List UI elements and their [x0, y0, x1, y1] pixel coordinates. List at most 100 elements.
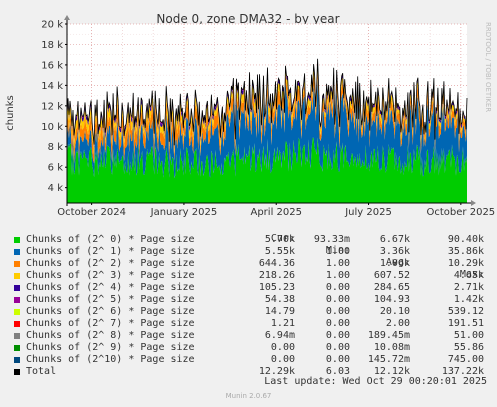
legend-max: 191.51: [447, 318, 484, 329]
legend-cur: 6.94m: [264, 330, 295, 341]
legend-max: 2.71k: [453, 282, 484, 293]
legend-cur: 14.79: [264, 306, 295, 317]
legend-swatch: [14, 345, 20, 351]
last-update: Last update: Wed Oct 29 00:20:01 2025: [264, 376, 487, 387]
legend-swatch: [14, 261, 20, 267]
legend-row: Chunks of (2^ 7) * Page size 1.21 0.00 2.00…: [14, 318, 490, 330]
header-max: Max:: [459, 269, 484, 280]
legend-avg: 1.06k: [379, 258, 410, 269]
munin-version: Munin 2.0.67: [225, 392, 272, 400]
legend-avg: 6.67k: [379, 234, 410, 245]
legend-swatch: [14, 309, 20, 315]
area-series: [67, 137, 467, 203]
legend-swatch: [14, 237, 20, 243]
legend-label: Chunks of (2^ 3) * Page size: [26, 270, 195, 281]
legend-min: 6.03: [325, 366, 350, 377]
x-tick-label: October 2024: [57, 207, 126, 218]
legend-avg: 2.00: [385, 318, 410, 329]
legend-swatch: [14, 357, 20, 363]
legend-label: Chunks of (2^ 1) * Page size: [26, 246, 195, 257]
legend-min: 1.00: [325, 258, 350, 269]
legend-min: 0.00: [325, 282, 350, 293]
legend-max: 51.00: [453, 330, 484, 341]
x-tick-label: April 2025: [250, 207, 301, 218]
legend-swatch: [14, 297, 20, 303]
legend-min: 0.00: [325, 354, 350, 365]
legend-swatch: [14, 369, 20, 375]
y-axis-arrow: [64, 15, 70, 20]
x-tick-label: July 2025: [344, 207, 392, 218]
legend-cur: 0.00: [270, 342, 295, 353]
legend-row-total: Total 12.29k 6.03 12.12k 137.22k: [14, 366, 490, 378]
legend: Cur: Min: Avg: Max: Chunks of (2^ 0) * P…: [14, 221, 490, 378]
legend-min: 1.00: [325, 246, 350, 257]
legend-max: 745.00: [447, 354, 484, 365]
stacked-areas: [66, 58, 468, 203]
legend-label: Chunks of (2^ 4) * Page size: [26, 282, 195, 293]
legend-label: Chunks of (2^ 2) * Page size: [26, 258, 195, 269]
legend-swatch: [14, 249, 20, 255]
x-tick-label: January 2025: [150, 207, 218, 218]
legend-max: 55.86: [453, 342, 484, 353]
header-min: Min:: [325, 245, 350, 256]
legend-avg: 10.08m: [373, 342, 410, 353]
header-avg: Avg:: [385, 257, 410, 268]
legend-avg: 104.93: [373, 294, 410, 305]
legend-label: Total: [26, 366, 57, 377]
legend-label: Chunks of (2^10) * Page size: [26, 354, 195, 365]
legend-row: Chunks of (2^ 6) * Page size 14.79 0.00 20.…: [14, 306, 490, 318]
legend-swatch: [14, 321, 20, 327]
legend-max: 4.65k: [453, 270, 484, 281]
y-tick-label: 12 k: [41, 101, 63, 112]
y-tick-label: 16 k: [41, 60, 63, 71]
legend-min: 93.33m: [313, 234, 350, 245]
legend-row: Chunks of (2^10) * Page size 0.00 0.00 145.…: [14, 354, 490, 366]
legend-avg: 607.52: [373, 270, 410, 281]
legend-avg: 20.10: [379, 306, 410, 317]
legend-cur: 0.00: [270, 354, 295, 365]
legend-label: Chunks of (2^ 8) * Page size: [26, 330, 195, 341]
legend-swatch: [14, 333, 20, 339]
legend-row: Chunks of (2^ 2) * Page size 644.36 1.00 1.…: [14, 258, 490, 270]
legend-swatch: [14, 285, 20, 291]
y-tick-label: 8 k: [48, 142, 64, 153]
legend-swatch: [14, 273, 20, 279]
legend-avg: 284.65: [373, 282, 410, 293]
legend-cur: 1.21: [270, 318, 295, 329]
legend-min: 0.00: [325, 294, 350, 305]
y-tick-label: 20 k: [41, 20, 63, 31]
legend-row: Chunks of (2^ 5) * Page size 54.38 0.00 104…: [14, 294, 490, 306]
legend-rows: Chunks of (2^ 0) * Page size 5.70k 93.33m 6…: [14, 234, 490, 378]
legend-avg: 145.72m: [367, 354, 410, 365]
legend-row: Chunks of (2^ 8) * Page size 6.94m 0.00 189…: [14, 330, 490, 342]
y-tick-label: 10 k: [41, 122, 63, 133]
total-line: [66, 58, 468, 146]
x-tick-label: October 2025: [427, 207, 496, 218]
legend-min: 0.00: [325, 330, 350, 341]
header-cur: Cur:: [270, 233, 295, 244]
legend-avg: 3.36k: [379, 246, 410, 257]
legend-label: Chunks of (2^ 0) * Page size: [26, 234, 195, 245]
y-tick-label: 18 k: [41, 40, 63, 51]
legend-min: 1.00: [325, 270, 350, 281]
legend-cur: 644.36: [258, 258, 295, 269]
legend-max: 1.42k: [453, 294, 484, 305]
legend-label: Chunks of (2^ 9) * Page size: [26, 342, 195, 353]
y-tick-label: 6 k: [48, 163, 64, 174]
legend-label: Chunks of (2^ 6) * Page size: [26, 306, 195, 317]
legend-avg: 12.12k: [373, 366, 410, 377]
legend-row: Chunks of (2^ 9) * Page size 0.00 0.00 10.0…: [14, 342, 490, 354]
x-axis-arrow: [471, 200, 476, 206]
legend-cur: 218.26: [258, 270, 295, 281]
y-tick-label: 14 k: [41, 81, 63, 92]
legend-row: Chunks of (2^ 4) * Page size 105.23 0.00 28…: [14, 282, 490, 294]
y-tick-label: 4 k: [48, 183, 64, 194]
legend-max: 90.40k: [447, 234, 484, 245]
legend-min: 0.00: [325, 318, 350, 329]
chart-title: Node 0, zone DMA32 - by year: [156, 12, 339, 26]
legend-cur: 54.38: [264, 294, 295, 305]
legend-row: Chunks of (2^ 0) * Page size 5.70k 93.33m 6…: [14, 234, 490, 246]
rrdtool-credit: RRDTOOL / TOBI OETIKER: [484, 22, 492, 112]
legend-max: 137.22k: [441, 366, 484, 377]
